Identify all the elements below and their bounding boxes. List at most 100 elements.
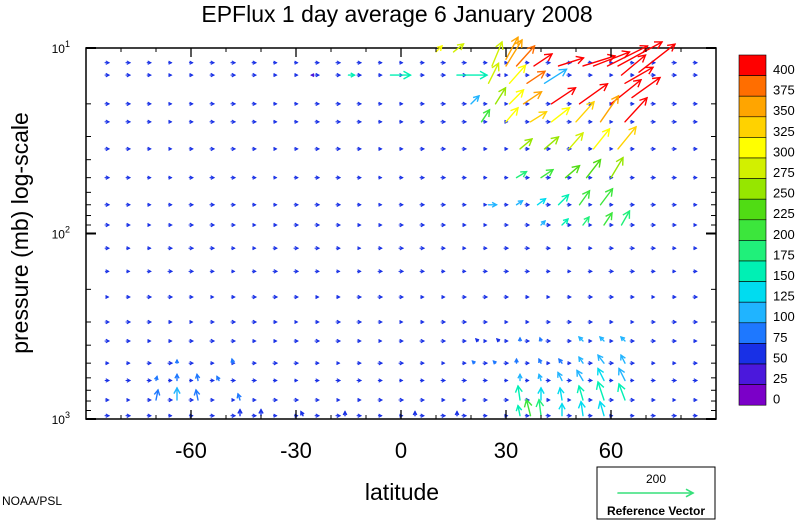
colorbar-swatch (738, 384, 767, 406)
vector-arrow (272, 319, 278, 325)
vector-arrow (650, 269, 656, 274)
vector-arrow (503, 338, 509, 344)
vector-arrow (545, 175, 552, 180)
vector-arrow (545, 202, 552, 208)
vector-arrow (599, 187, 614, 206)
vector-arrow (125, 246, 131, 251)
vector-arrow (125, 319, 132, 325)
y-tick-label: 102 (52, 225, 70, 242)
vector-arrow (487, 201, 498, 208)
vector-arrow (104, 378, 110, 383)
vector-arrow (104, 146, 111, 152)
vector-arrow (104, 245, 110, 251)
vector-arrow (188, 360, 195, 366)
vector-arrow (230, 246, 236, 251)
colorbar-swatch (738, 363, 767, 385)
vector-arrow (272, 294, 279, 300)
x-tick-label: 0 (395, 438, 407, 463)
vector-arrow (104, 175, 111, 180)
vector-arrow (336, 269, 341, 274)
vector-arrow (293, 294, 299, 300)
vector-arrow (588, 339, 593, 344)
vector-arrow (231, 398, 236, 403)
colorbar-swatch (738, 343, 767, 365)
vector-arrow (546, 361, 551, 366)
vector-arrow (597, 353, 605, 364)
vector-arrow (357, 246, 362, 251)
vector-arrow (514, 384, 523, 401)
vector-arrow (545, 269, 551, 274)
vector-arrow (167, 360, 174, 366)
colorbar-label: 375 (773, 83, 795, 98)
vector-arrow (293, 73, 299, 78)
vector-arrow (188, 338, 194, 344)
vector-arrow (419, 269, 425, 274)
vector-arrow (230, 319, 237, 325)
vector-arrow (524, 269, 531, 274)
vector-arrow (524, 146, 530, 152)
vector-arrow (419, 222, 426, 228)
vector-arrow (651, 295, 656, 300)
vector-arrow (608, 222, 614, 228)
colorbar-label: 400 (773, 62, 795, 77)
vector-arrow (377, 222, 383, 228)
vector-arrow (251, 294, 258, 300)
vector-arrow (550, 87, 577, 105)
vector-arrow (588, 223, 593, 228)
vector-arrow (608, 294, 615, 300)
vector-arrow (587, 269, 593, 274)
vector-arrow (536, 197, 547, 206)
vector-arrow (168, 73, 173, 78)
vector-arrow (105, 361, 110, 366)
vector-arrow (356, 222, 362, 228)
vector-arrow (398, 222, 404, 228)
vector-arrow (398, 202, 404, 207)
vector-arrow (168, 413, 173, 418)
vector-arrow (104, 101, 111, 107)
vector-arrow (650, 245, 657, 251)
vector-arrow (529, 111, 548, 123)
vector-arrow (567, 397, 572, 403)
vector-arrow (587, 397, 593, 403)
vector-arrow (671, 101, 678, 107)
vector-arrow (146, 119, 152, 124)
colorbar-label: 275 (773, 165, 795, 180)
vector-arrow (209, 338, 216, 344)
vector-arrow (209, 60, 216, 65)
vector-arrow (356, 202, 362, 207)
vector-arrow (188, 222, 195, 228)
reference-vector-arrow (617, 488, 695, 498)
vector-arrow (557, 386, 565, 401)
vector-arrow (470, 94, 481, 105)
vector-arrow (440, 101, 447, 107)
vector-arrow (566, 72, 573, 78)
vector-arrow (310, 73, 315, 78)
vector-arrow (294, 320, 299, 325)
vector-arrow (399, 60, 404, 65)
vector-arrow (440, 119, 447, 125)
vector-arrow (293, 146, 299, 152)
vector-arrow (419, 60, 425, 65)
vector-arrow (482, 60, 488, 65)
vector-arrow (419, 101, 425, 107)
vector-arrow (146, 60, 152, 65)
vector-arrow (377, 119, 383, 124)
vector-arrow (546, 294, 551, 300)
vector-arrow (608, 269, 615, 274)
vector-arrow (692, 294, 699, 300)
vector-arrow (251, 378, 258, 383)
vector-arrow (650, 202, 657, 208)
vector-arrow (272, 360, 279, 366)
vector-arrow (537, 373, 543, 382)
vector-arrow (209, 269, 215, 274)
vector-arrow (146, 269, 152, 274)
vector-arrow (168, 101, 173, 106)
vector-arrow (629, 119, 635, 124)
vector-arrow (524, 245, 531, 251)
vector-arrow (557, 371, 563, 382)
vector-arrow (692, 413, 698, 418)
vector-arrow (617, 382, 626, 401)
vector-arrow (692, 269, 698, 274)
vector-arrow (209, 72, 216, 78)
vector-arrow (356, 397, 362, 403)
